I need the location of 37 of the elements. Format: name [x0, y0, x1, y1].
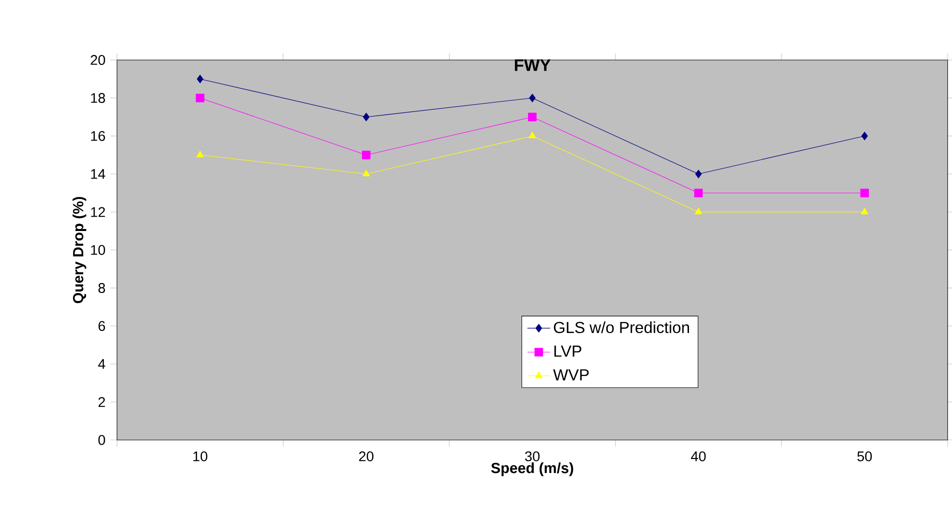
- point: [860, 188, 869, 198]
- point: [529, 94, 536, 102]
- legend-label: WVP: [553, 369, 589, 380]
- point: [694, 208, 702, 214]
- point: [528, 132, 536, 138]
- y-tick-label: 4: [98, 359, 106, 369]
- point: [362, 150, 370, 160]
- y-tick-label: 14: [91, 169, 106, 179]
- y-tick-label: 18: [91, 93, 106, 103]
- point: [362, 170, 370, 176]
- x-tick-label: 20: [359, 451, 374, 462]
- point: [528, 112, 537, 122]
- x-tick-label: 10: [193, 451, 208, 462]
- y-tick-label: 12: [91, 207, 105, 217]
- point: [196, 74, 204, 84]
- point: [362, 112, 370, 122]
- point: [196, 94, 204, 102]
- point: [694, 188, 703, 198]
- x-axis-title: Speed (m/s): [491, 462, 574, 476]
- y-tick-label: 6: [98, 321, 106, 331]
- x-tick-label: 50: [857, 451, 872, 462]
- y-tick-label: 16: [91, 131, 106, 141]
- y-tick-label: 2: [98, 397, 105, 407]
- point: [860, 208, 868, 214]
- point: [196, 150, 204, 158]
- point: [861, 132, 868, 140]
- x-tick-label: 30: [525, 451, 540, 462]
- x-tick-label: 40: [690, 451, 706, 462]
- legend-label: GLS w/o Prediction: [554, 321, 689, 334]
- y-tick-label: 0: [98, 435, 106, 445]
- y-tick-label: 20: [90, 55, 106, 65]
- legend-label: LVP: [554, 346, 582, 357]
- y-tick-label: 8: [98, 283, 106, 293]
- point: [695, 170, 702, 178]
- chart-title: FWY: [514, 59, 551, 71]
- y-axis-title: Query Drop (%): [72, 196, 86, 304]
- y-tick-label: 10: [91, 245, 106, 255]
